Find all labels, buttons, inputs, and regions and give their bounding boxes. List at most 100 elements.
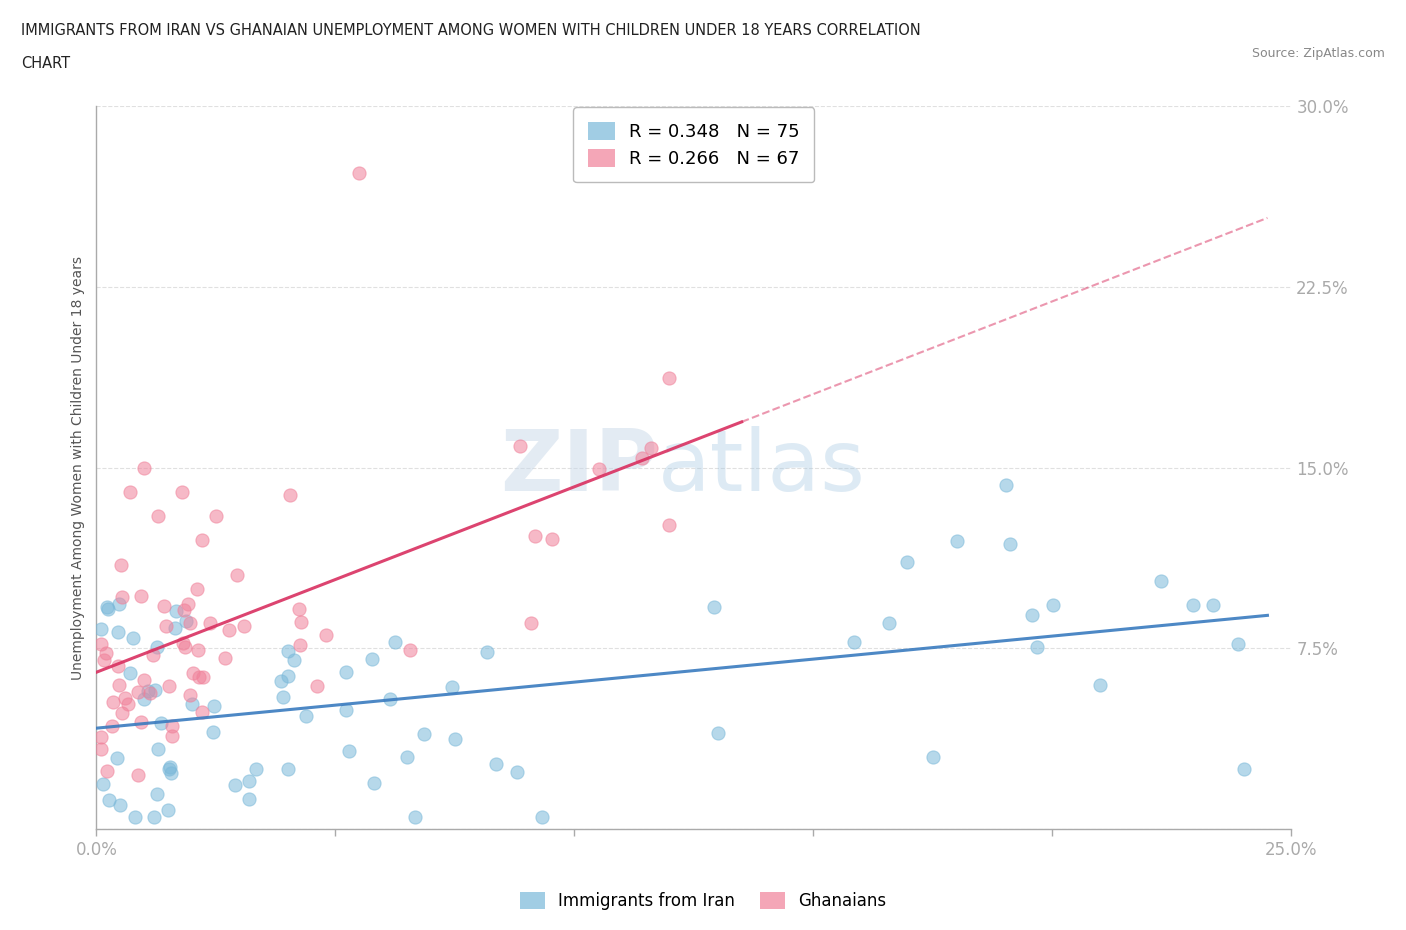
Point: [148, 509, 170, 524]
Point: [921, 750, 943, 764]
Point: [896, 555, 918, 570]
Point: [413, 726, 436, 741]
Point: [111, 706, 134, 721]
Point: [96, 600, 118, 615]
Point: [509, 439, 531, 454]
Point: [173, 640, 195, 655]
Point: [101, 695, 124, 710]
Point: [202, 724, 225, 739]
Point: [129, 589, 152, 604]
Point: [398, 643, 420, 658]
Point: [150, 716, 173, 731]
Point: [877, 616, 900, 631]
Point: [1088, 677, 1111, 692]
Point: [146, 741, 169, 756]
Point: [443, 732, 465, 747]
Point: [360, 651, 382, 666]
Point: [218, 622, 240, 637]
Point: [706, 725, 728, 740]
Point: [94, 645, 117, 660]
Point: [177, 596, 200, 611]
Point: [153, 599, 176, 614]
Point: [157, 803, 180, 817]
Point: [114, 691, 136, 706]
Point: [174, 614, 197, 629]
Point: [138, 685, 160, 700]
Point: [96, 764, 118, 778]
Text: Source: ZipAtlas.com: Source: ZipAtlas.com: [1251, 46, 1385, 60]
Point: [142, 810, 165, 825]
Point: [165, 620, 187, 635]
Point: [101, 718, 124, 733]
Point: [143, 683, 166, 698]
Point: [179, 687, 201, 702]
Point: [290, 615, 312, 630]
Point: [131, 714, 153, 729]
Point: [404, 810, 426, 825]
Point: [214, 651, 236, 666]
Point: [118, 485, 141, 499]
Point: [1232, 762, 1254, 777]
Point: [349, 166, 371, 180]
Point: [520, 616, 543, 631]
Point: [121, 631, 143, 645]
Point: [271, 689, 294, 704]
Legend: Immigrants from Iran, Ghanaians: Immigrants from Iran, Ghanaians: [513, 885, 893, 917]
Point: [165, 604, 187, 618]
Point: [278, 488, 301, 503]
Point: [1202, 598, 1225, 613]
Point: [337, 743, 360, 758]
Point: [159, 759, 181, 774]
Point: [224, 777, 246, 792]
Point: [93, 653, 115, 668]
Point: [127, 685, 149, 700]
Point: [180, 697, 202, 711]
Point: [172, 635, 194, 650]
Point: [238, 792, 260, 807]
Point: [124, 810, 146, 825]
Point: [475, 644, 498, 659]
Point: [98, 792, 121, 807]
Point: [136, 684, 159, 698]
Point: [640, 441, 662, 456]
Point: [1182, 598, 1205, 613]
Point: [111, 590, 134, 604]
Point: [173, 603, 195, 618]
Point: [270, 674, 292, 689]
Point: [524, 529, 547, 544]
Point: [172, 485, 194, 499]
Point: [160, 718, 183, 733]
Point: [157, 679, 180, 694]
Point: [134, 691, 156, 706]
Text: IMMIGRANTS FROM IRAN VS GHANAIAN UNEMPLOYMENT AMONG WOMEN WITH CHILDREN UNDER 18: IMMIGRANTS FROM IRAN VS GHANAIAN UNEMPLO…: [21, 23, 921, 38]
Point: [541, 532, 564, 547]
Point: [90, 741, 112, 756]
Point: [127, 768, 149, 783]
Point: [134, 460, 156, 475]
Text: ZIP: ZIP: [501, 426, 658, 509]
Point: [157, 762, 180, 777]
Point: [226, 567, 249, 582]
Point: [288, 638, 311, 653]
Point: [132, 672, 155, 687]
Point: [186, 581, 208, 596]
Point: [110, 798, 132, 813]
Point: [91, 777, 114, 791]
Point: [107, 677, 129, 692]
Point: [283, 652, 305, 667]
Point: [1226, 636, 1249, 651]
Point: [179, 616, 201, 631]
Point: [1021, 608, 1043, 623]
Point: [485, 757, 508, 772]
Point: [315, 628, 337, 643]
Point: [233, 618, 256, 633]
Text: atlas: atlas: [658, 426, 866, 509]
Point: [384, 635, 406, 650]
Point: [181, 665, 204, 680]
Point: [191, 704, 214, 719]
Point: [995, 477, 1018, 492]
Point: [245, 761, 267, 776]
Point: [287, 602, 309, 617]
Point: [117, 697, 139, 711]
Point: [90, 729, 112, 744]
